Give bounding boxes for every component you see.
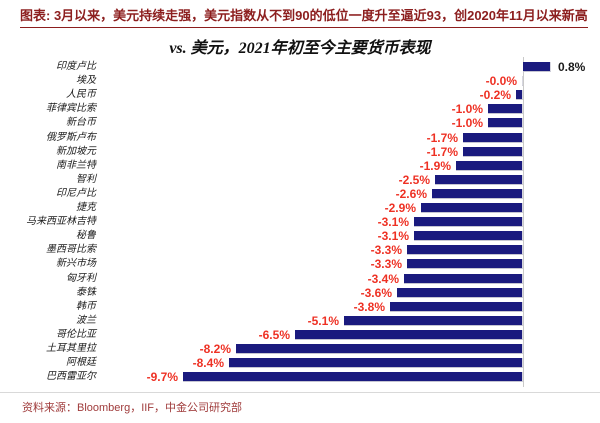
value-label: -3.4% (367, 272, 399, 286)
bar-row: 印度卢比 0.8% (0, 60, 600, 74)
bar (414, 217, 523, 227)
category-label: 阿根廷 (66, 357, 96, 368)
category-label: 印尼卢比 (56, 188, 96, 199)
value-label: 0.8% (558, 60, 586, 74)
bar-row: 印尼卢比 -2.6% (0, 187, 600, 201)
category-label: 马来西亚林吉特 (26, 216, 96, 227)
bar-row: 阿根廷 -8.4% (0, 356, 600, 370)
bar (516, 90, 523, 100)
category-label: 哥伦比亚 (56, 329, 96, 340)
bar (488, 118, 523, 128)
value-label: -1.9% (419, 159, 451, 173)
bar (432, 189, 523, 199)
value-label: -3.8% (353, 300, 385, 314)
value-label: -0.2% (479, 88, 511, 102)
bar (463, 133, 523, 143)
bar-row: 匈牙利 -3.4% (0, 272, 600, 286)
value-label: -3.1% (377, 215, 409, 229)
category-label: 菲律宾比索 (46, 103, 96, 114)
bar (236, 344, 523, 354)
value-label: -8.4% (192, 356, 224, 370)
category-label: 土耳其里拉 (46, 343, 96, 354)
bar (456, 161, 523, 171)
value-label: -3.6% (360, 286, 392, 300)
value-label: -1.0% (451, 116, 483, 130)
category-label: 俄罗斯卢布 (46, 132, 96, 143)
bar-row: 土耳其里拉 -8.2% (0, 342, 600, 356)
bar-row: 菲律宾比索 -1.0% (0, 102, 600, 116)
value-label: -2.9% (384, 201, 416, 215)
category-label: 新台币 (66, 117, 96, 128)
bar (421, 203, 523, 213)
bar (390, 302, 523, 312)
report-title: 图表: 3月以来，美元持续走强，美元指数从不到90的低位一度升至逼近93，创20… (20, 8, 588, 28)
value-label: -8.2% (199, 342, 231, 356)
category-label: 印度卢比 (56, 61, 96, 72)
bar-row: 新加坡元 -1.7% (0, 145, 600, 159)
chart-title: vs. 美元，2021年初至今主要货币表现 (169, 40, 431, 57)
category-label: 智利 (76, 174, 96, 185)
category-label: 波兰 (76, 315, 96, 326)
category-label: 泰铢 (76, 287, 96, 298)
value-label: -3.3% (370, 257, 402, 271)
bar-row: 泰铢 -3.6% (0, 286, 600, 300)
bar-row: 波兰 -5.1% (0, 314, 600, 328)
bar (183, 372, 523, 382)
bar (295, 330, 523, 340)
bar-row: 秘鲁 -3.1% (0, 229, 600, 243)
zero-axis-line (523, 57, 524, 387)
bar (435, 175, 523, 185)
bar (407, 259, 523, 269)
bar (414, 231, 523, 241)
value-label: -3.3% (370, 243, 402, 257)
category-label: 新兴市场 (56, 258, 96, 269)
value-label: -2.5% (398, 173, 430, 187)
bar (463, 147, 523, 157)
bar-row: 新兴市场 -3.3% (0, 257, 600, 271)
value-label: -5.1% (307, 314, 339, 328)
bar-row: 智利 -2.5% (0, 173, 600, 187)
category-label: 捷克 (76, 202, 96, 213)
value-label: -1.7% (426, 131, 458, 145)
bar-row: 巴西雷亚尔 -9.7% (0, 370, 600, 384)
category-label: 匈牙利 (66, 273, 96, 284)
bar-row: 人民币 -0.2% (0, 88, 600, 102)
footer-divider (0, 392, 600, 393)
category-label: 人民币 (66, 89, 96, 100)
bar-row: 俄罗斯卢布 -1.7% (0, 131, 600, 145)
bar (407, 245, 523, 255)
value-label: -3.1% (377, 229, 409, 243)
bar-row: 捷克 -2.9% (0, 201, 600, 215)
value-label: -1.0% (451, 102, 483, 116)
bar-row: 埃及 -0.0% (0, 74, 600, 88)
bar-row: 韩币 -3.8% (0, 300, 600, 314)
bar-row: 新台币 -1.0% (0, 116, 600, 130)
source-text: 资料来源：Bloomberg，IIF，中金公司研究部 (22, 402, 243, 414)
bar (344, 316, 523, 326)
category-label: 南非兰特 (56, 160, 96, 171)
bar (397, 288, 523, 298)
bar-row: 马来西亚林吉特 -3.1% (0, 215, 600, 229)
bar-row: 南非兰特 -1.9% (0, 159, 600, 173)
bar (523, 62, 551, 72)
category-label: 新加坡元 (56, 146, 96, 157)
value-label: -1.7% (426, 145, 458, 159)
category-label: 墨西哥比索 (46, 244, 96, 255)
bar-row: 墨西哥比索 -3.3% (0, 243, 600, 257)
value-label: -6.5% (258, 328, 290, 342)
bar-row: 哥伦比亚 -6.5% (0, 328, 600, 342)
value-label: -0.0% (485, 74, 517, 88)
category-label: 埃及 (76, 75, 96, 86)
bar (488, 104, 523, 114)
bar-plot: 印度卢比 0.8% 埃及 -0.0% 人民币 -0.2% 菲律宾比索 -1.0% 新台币 -1.0… (0, 57, 600, 387)
category-label: 韩币 (76, 301, 96, 312)
category-label: 秘鲁 (76, 230, 96, 241)
bar (229, 358, 523, 368)
value-label: -2.6% (395, 187, 427, 201)
bar (522, 76, 523, 86)
category-label: 巴西雷亚尔 (46, 371, 96, 382)
bar (404, 274, 523, 284)
value-label: -9.7% (146, 370, 178, 384)
